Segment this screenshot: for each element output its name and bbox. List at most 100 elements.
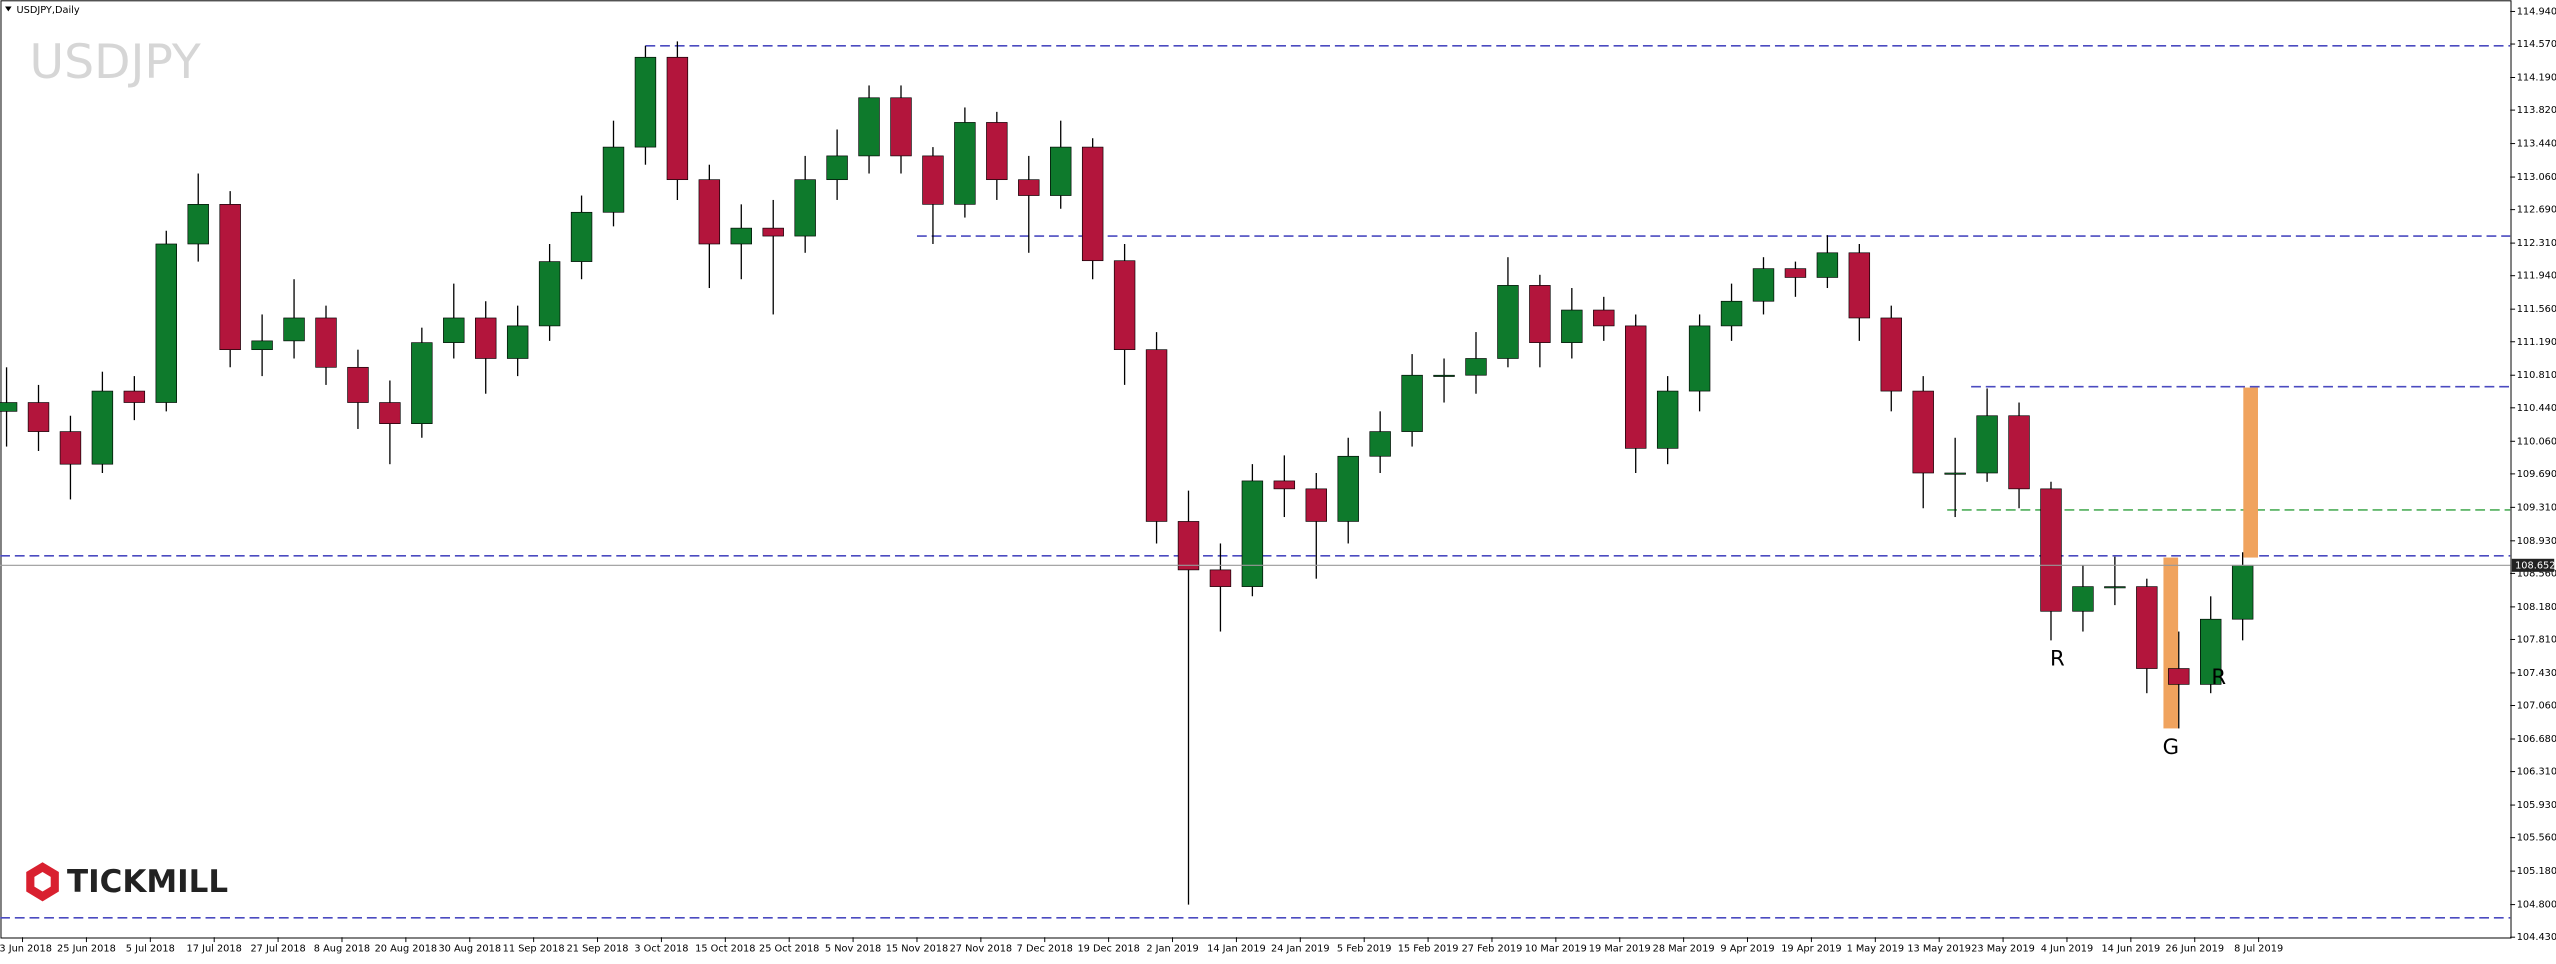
candle-body [1529,285,1551,343]
x-tick-label: 14 Jun 2019 [2101,944,2160,955]
candle-body [1848,252,1871,319]
candle-body [1880,317,1902,392]
brand-name: TICKMILL [67,864,228,900]
candle-body [251,340,273,351]
candle-body [1784,268,1807,278]
x-tick-label: 5 Jul 2018 [126,944,175,955]
candle-body [794,179,816,237]
candle-body [666,56,689,181]
candle-body [155,243,177,403]
candle-body [1113,260,1136,351]
y-tick-label: 104.800 [2517,900,2556,911]
y-tick-label: 107.810 [2517,634,2556,645]
candle-body [411,342,433,424]
x-tick-label: 19 Apr 2019 [1781,944,1841,955]
y-tick-label: 110.810 [2517,370,2556,381]
candle-body [1305,488,1327,522]
candle-body [2072,586,2094,612]
candle-body [1273,480,1296,490]
x-tick-label: 7 Dec 2018 [1017,944,1073,955]
x-tick-label: 25 Jun 2018 [57,944,116,955]
candle-body [1177,521,1200,571]
candle-body [602,146,625,213]
candle-body [1369,431,1391,457]
y-tick-label: 109.310 [2517,502,2556,513]
candle-body [986,122,1008,181]
candle-body [570,211,593,262]
candle-body [2136,586,2158,669]
y-tick-label: 108.930 [2517,536,2556,547]
menu-triangle [5,6,12,12]
candle-body [1593,309,1615,327]
candle-body [2200,618,2222,685]
y-tick-label: 106.310 [2517,767,2556,778]
x-tick-label: 15 Nov 2018 [886,944,949,955]
last-price-box [2511,558,2555,572]
candle-body [1081,146,1104,262]
y-tick-label: 104.430 [2517,932,2556,943]
x-tick-label: 4 Jun 2019 [2041,944,2094,955]
x-tick-label: 5 Feb 2019 [1337,944,1392,955]
candle-body [1050,146,1072,196]
candle-body [1337,455,1359,522]
pattern-label: R [2050,646,2065,671]
candle-body [1976,415,1998,474]
x-tick-label: 15 Oct 2018 [695,944,755,955]
y-tick-label: 105.930 [2517,800,2556,811]
x-tick-label: 15 Feb 2019 [1398,944,1459,955]
x-tick-label: 11 Sep 2018 [503,944,565,955]
candle-body [1912,390,1934,474]
candle-body [538,261,561,327]
candle-body [2008,415,2030,490]
y-tick-label: 112.310 [2517,238,2556,249]
candle-body [443,317,465,343]
x-tick-label: 8 Jul 2019 [2234,944,2283,955]
x-tick-label: 27 Nov 2018 [950,944,1013,955]
x-tick-label: 21 Sep 2018 [567,944,629,955]
candle-body [1561,309,1583,343]
candle-body [698,179,721,245]
candle-body [123,390,146,403]
y-tick-label: 106.680 [2517,734,2556,745]
y-tick-label: 105.560 [2517,833,2556,844]
x-tick-label: 14 Jan 2019 [1207,944,1266,955]
y-tick-label: 108.180 [2517,602,2556,613]
candle-body [1145,349,1168,522]
x-tick-label: 1 May 2019 [1847,944,1904,955]
brand-logo: TICKMILL [26,862,228,902]
candle-body [1752,268,1775,302]
candle-body [91,390,114,465]
candle-body [2231,564,2254,620]
x-tick-label: 26 Jun 2019 [2165,944,2224,955]
candle-body [2040,488,2062,612]
y-tick-label: 113.820 [2517,105,2556,116]
x-tick-label: 13 May 2019 [1907,944,1971,955]
candle-body [1497,285,1519,359]
last-price-label: 108.652 [2515,560,2555,571]
candle-body [2104,586,2126,589]
target-zone [2163,557,2179,729]
y-tick-label: 110.060 [2517,436,2556,447]
y-tick-label: 107.430 [2517,668,2556,679]
y-tick-label: 111.190 [2517,337,2556,348]
candle-body [1688,325,1711,392]
candle-body [1465,358,1487,376]
y-tick-label: 112.690 [2517,205,2556,216]
logo-icon-inner [34,871,51,892]
x-tick-label: 2 Jan 2019 [1146,944,1198,955]
candle-body [2168,668,2190,685]
target-zone [2243,387,2258,558]
plot-frame [0,0,2512,939]
candle-body [506,325,529,359]
x-tick-label: 17 Jul 2018 [187,944,242,955]
candle-body [1720,300,1743,327]
candle-body [762,227,784,237]
candle-body [1656,390,1679,449]
y-tick-label: 108.560 [2517,568,2556,579]
x-tick-label: 30 Aug 2018 [438,944,501,955]
x-tick-label: 8 Aug 2018 [314,944,370,955]
y-tick-label: 109.690 [2517,469,2556,480]
x-tick-label: 3 Oct 2018 [634,944,688,955]
